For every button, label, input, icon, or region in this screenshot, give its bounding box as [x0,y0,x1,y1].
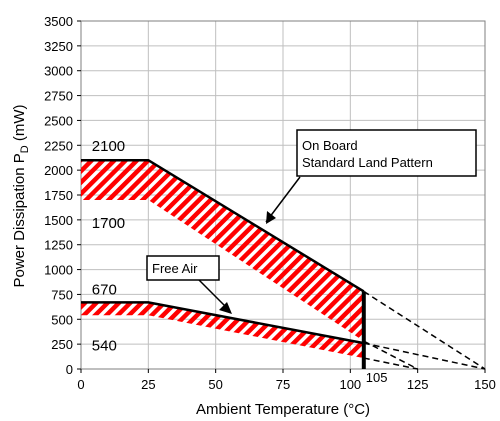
y-axis-title-unit: (mW) [11,104,28,145]
free-air-lower-extension [363,357,418,370]
y-tick-label: 1750 [44,188,73,203]
x-tick-label: 0 [77,377,84,392]
on-board-lower-extension [363,340,419,370]
y-tick-label: 1500 [44,213,73,228]
dashed-extensions [363,290,486,370]
y-tick-label: 0 [66,362,73,377]
y-tick-label: 250 [51,337,73,352]
on-board-callout: On Board Standard Land Pattern [296,129,477,177]
y-tick-label: 500 [51,312,73,327]
x-axis-title: Ambient Temperature (°C) [196,401,370,418]
free-air-upper-line [81,301,365,345]
free-air-callout: Free Air [146,255,220,281]
limit-label: 105 [366,370,388,385]
y-tick-label: 2750 [44,89,73,104]
x-tick-label: 150 [474,377,496,392]
y-axis-title: Power Dissipation PD (mW) [11,104,31,287]
on-board-upper-extension [363,290,486,370]
free-air-upper-extension [363,342,486,370]
y-tick-label: 1250 [44,238,73,253]
free-air-callout-box [146,255,220,281]
annotation-670: 670 [92,281,117,298]
free-air-band [81,302,364,359]
on-board-arrowhead [266,211,276,224]
annotation-1700: 1700 [92,215,125,232]
x-tick-label: 50 [208,377,222,392]
on-board-callout-box [296,129,477,177]
y-tick-label: 2500 [44,113,73,128]
free-air-arrowhead [219,302,232,314]
x-tick-label: 125 [407,377,429,392]
on-board-upper-line [81,158,365,293]
derating-lines [81,158,365,345]
x-tick-label: 25 [141,377,155,392]
y-tick-label: 3500 [44,14,73,29]
y-tick-label: 1000 [44,263,73,278]
derating-bands [81,160,364,359]
y-tick-label: 3250 [44,39,73,54]
y-tick-label: 2000 [44,163,73,178]
x-tick-labels: 0 25 50 75 100 125 150 [77,377,495,392]
y-tick-labels: 0 250 500 750 1000 1250 1500 1750 2000 2250 2500 27… [44,14,73,377]
axis-ticks [77,20,486,373]
free-air-callout-label: Free Air [152,261,198,276]
annotation-540: 540 [92,337,117,354]
y-axis-title-subscript: D [19,145,31,153]
y-tick-label: 750 [51,287,73,302]
on-board-callout-line1: On Board [302,138,358,153]
on-board-arrow [265,176,301,223]
y-tick-label: 3000 [44,64,73,79]
x-tick-label: 100 [339,377,361,392]
y-tick-label: 2250 [44,138,73,153]
y-axis-title-main: Power Dissipation P [11,153,28,287]
annotation-2100: 2100 [92,138,125,155]
on-board-callout-line2: Standard Land Pattern [302,155,433,170]
on-board-band [81,160,364,342]
x-tick-label: 75 [276,377,290,392]
